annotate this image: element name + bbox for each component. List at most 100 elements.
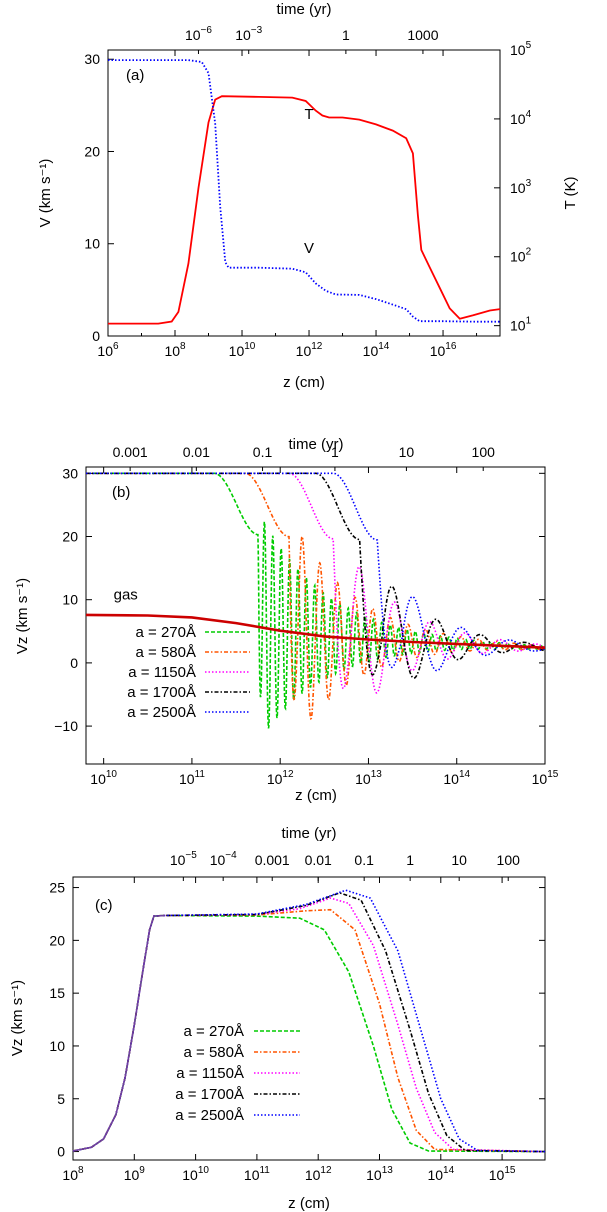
x-tick-label-a-base: 10 — [164, 343, 180, 359]
y-axis-label-c: Vz (km s⁻¹) — [9, 980, 26, 1056]
legend-label-b-0: a = 270Å — [136, 624, 196, 641]
x2-tick-label-c-exp: −5 — [185, 850, 197, 861]
x-tick-label-a-base: 10 — [296, 343, 312, 359]
y2-tick-label-a: 101 — [510, 316, 532, 334]
legend-label-c-3: a = 1700Å — [175, 1086, 244, 1103]
x-tick-label-a-exp: 10 — [244, 341, 256, 352]
legend-label-c-0: a = 270Å — [184, 1023, 244, 1040]
y2-tick-label-a-base: 10 — [510, 318, 526, 334]
y2-axis-label-a: T (K) — [562, 176, 579, 209]
x-tick-label-b-base: 10 — [355, 771, 371, 787]
chart-panel-c: 108 109 1010 1011 1012 1013 1014 10150510152025… — [9, 825, 546, 1212]
series-line-c-4 — [72, 889, 546, 1153]
x-tick-label-c-base: 10 — [62, 1167, 78, 1183]
x-tick-label-b: 1013 — [355, 769, 382, 787]
series-line-b-0 — [86, 472, 545, 729]
legend-label-b-3: a = 1700Å — [127, 684, 196, 701]
chart-panel-a: 106 108 1010 1012 1014 1016010203010110210310… — [37, 1, 579, 391]
x-tick-label-c: 1012 — [305, 1165, 332, 1183]
plot-frame-c — [72, 876, 546, 1161]
plot-frame-a — [107, 49, 501, 337]
series-line-b-4 — [86, 472, 545, 672]
x-tick-label-c-base: 10 — [124, 1167, 140, 1183]
x2-tick-label-a: 1000 — [407, 27, 438, 43]
x-tick-label-a-base: 10 — [430, 343, 446, 359]
x2-tick-label-b: 100 — [472, 444, 496, 460]
y-tick-label-b: 20 — [62, 529, 78, 545]
x-tick-label-c-exp: 11 — [259, 1165, 270, 1176]
x-tick-label-b-base: 10 — [179, 771, 195, 787]
series-line-c-2 — [72, 897, 546, 1153]
y2-tick-label-a: 105 — [510, 40, 532, 58]
y-axis-label-b: Vz (km s⁻¹) — [14, 578, 31, 654]
x-tick-label-a-exp: 12 — [311, 341, 323, 352]
x2-tick-label-c-exp: −4 — [225, 850, 237, 861]
panel-label-b: (b) — [112, 484, 130, 501]
series-line-b-3 — [86, 472, 545, 679]
x2-tick-label-c-base: 10 — [210, 852, 226, 868]
series-group-a: TV — [108, 59, 501, 325]
y2-tick-label-a-exp: 2 — [526, 247, 532, 258]
legend-label-c-4: a = 2500Å — [175, 1107, 244, 1124]
x-tick-label-c-exp: 13 — [382, 1165, 394, 1176]
x2-tick-label-a-base: 1000 — [407, 27, 438, 43]
y2-tick-label-a-exp: 5 — [526, 40, 532, 51]
x2-tick-label-a-base: 1 — [342, 27, 350, 43]
legend-label-b-2: a = 1150Å — [128, 664, 196, 681]
y-tick-label-a: 10 — [84, 236, 100, 252]
x-tick-label-b-base: 10 — [532, 771, 548, 787]
x-tick-label-a: 1016 — [430, 341, 457, 359]
legend-c: a = 270Å a = 580Å a = 1150Å a = 1700Å a = 25… — [175, 1023, 300, 1124]
x-tick-label-a-base: 10 — [363, 343, 379, 359]
panel-label-c: (c) — [95, 897, 113, 914]
y-tick-label-a: 20 — [84, 143, 100, 159]
x-tick-label-c-base: 10 — [182, 1167, 198, 1183]
x2-tick-label-a-base: 10 — [235, 27, 251, 43]
x-tick-label-c: 1013 — [366, 1165, 393, 1183]
x2-tick-label-a-base: 10 — [185, 27, 201, 43]
x-tick-label-b-exp: 15 — [547, 769, 559, 780]
series-line-c-1 — [72, 908, 546, 1153]
x2-tick-label-c-base: 0.001 — [255, 852, 290, 868]
legend-b: a = 270Å a = 580Å a = 1150Å a = 1700Å a = 25… — [127, 624, 250, 721]
x-axis-label-b: z (cm) — [295, 787, 337, 804]
x2-tick-label-c: 10−5 — [170, 850, 197, 868]
plot-area-b — [86, 472, 545, 729]
y2-tick-label-a-exp: 4 — [526, 109, 532, 120]
x2-tick-label-c-base: 0.01 — [305, 852, 332, 868]
y-tick-label-b: 30 — [62, 465, 78, 481]
x2-tick-label-b: 0.01 — [183, 444, 210, 460]
x-tick-label-a-base: 10 — [229, 343, 245, 359]
x2-tick-label-b: 0.1 — [253, 444, 273, 460]
x-tick-label-c-base: 10 — [427, 1167, 443, 1183]
panel-label-a: (a) — [126, 67, 144, 84]
series-line-c-0 — [72, 914, 546, 1153]
x-tick-label-b-exp: 14 — [459, 769, 471, 780]
x2-tick-label-c-base: 10 — [451, 852, 467, 868]
x-tick-label-b: 1015 — [532, 769, 559, 787]
x-tick-label-c: 1010 — [182, 1165, 209, 1183]
x-tick-label-b-base: 10 — [90, 771, 106, 787]
x2-tick-label-c: 0.001 — [255, 852, 290, 868]
x-tick-label-c: 1015 — [489, 1165, 516, 1183]
y2-tick-label-a-base: 10 — [510, 111, 526, 127]
y-tick-label-b: 0 — [70, 655, 78, 671]
x-tick-label-a: 1012 — [296, 341, 323, 359]
x-tick-label-b: 1011 — [179, 769, 205, 787]
series-line-a-0 — [108, 95, 501, 325]
x-tick-label-c: 1014 — [427, 1165, 454, 1183]
legend-label-c-1: a = 580Å — [184, 1044, 244, 1061]
y-tick-label-c: 10 — [49, 1038, 65, 1054]
y2-tick-label-a-exp: 1 — [526, 316, 532, 327]
x-tick-label-b: 1012 — [267, 769, 294, 787]
x-tick-label-a-exp: 16 — [445, 341, 457, 352]
x2-tick-label-c: 0.1 — [354, 852, 374, 868]
y2-tick-label-a-base: 10 — [510, 249, 526, 265]
x-tick-label-c-exp: 12 — [320, 1165, 332, 1176]
x-tick-label-c-base: 10 — [366, 1167, 382, 1183]
x2-tick-label-c-base: 100 — [497, 852, 521, 868]
x2-tick-label-b: 0.001 — [113, 444, 148, 460]
legend-label-b-1: a = 580Å — [136, 644, 196, 661]
y2-tick-label-a-exp: 3 — [526, 178, 532, 189]
